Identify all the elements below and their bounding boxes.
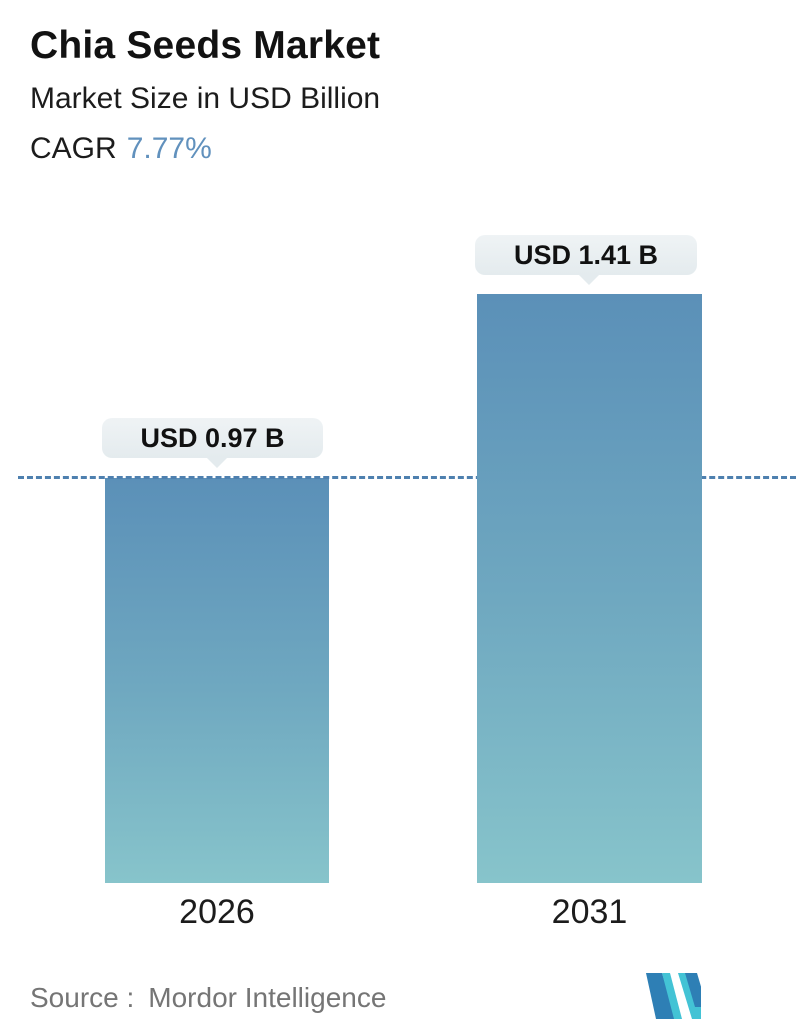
page-title: Chia Seeds Market [30, 24, 381, 67]
bar-2026 [105, 478, 329, 883]
mordor-intelligence-logo-icon [646, 973, 701, 1019]
chart-subtitle: Market Size in USD Billion [30, 82, 381, 115]
callout-pointer-icon [206, 457, 228, 468]
value-callout-2026: USD 0.97 B [102, 418, 323, 468]
cagr-line: CAGR 7.77% [30, 132, 212, 166]
bar-2031 [477, 294, 702, 883]
source-value: Mordor Intelligence [148, 982, 387, 1013]
source-line: Source : Mordor Intelligence [30, 982, 386, 1014]
cagr-value: 7.77% [126, 132, 212, 165]
cagr-label: CAGR [30, 132, 117, 165]
value-label-2026: USD 0.97 B [140, 422, 285, 453]
reference-dashed-line [18, 476, 796, 479]
x-axis-label-2026: 2026 [179, 893, 255, 931]
x-axis-label-2031: 2031 [551, 893, 628, 931]
source-label: Source : [30, 982, 135, 1013]
value-label-2031: USD 1.41 B [513, 239, 659, 270]
callout-pointer-icon [578, 274, 600, 285]
value-callout-2031: USD 1.41 B [475, 235, 697, 285]
